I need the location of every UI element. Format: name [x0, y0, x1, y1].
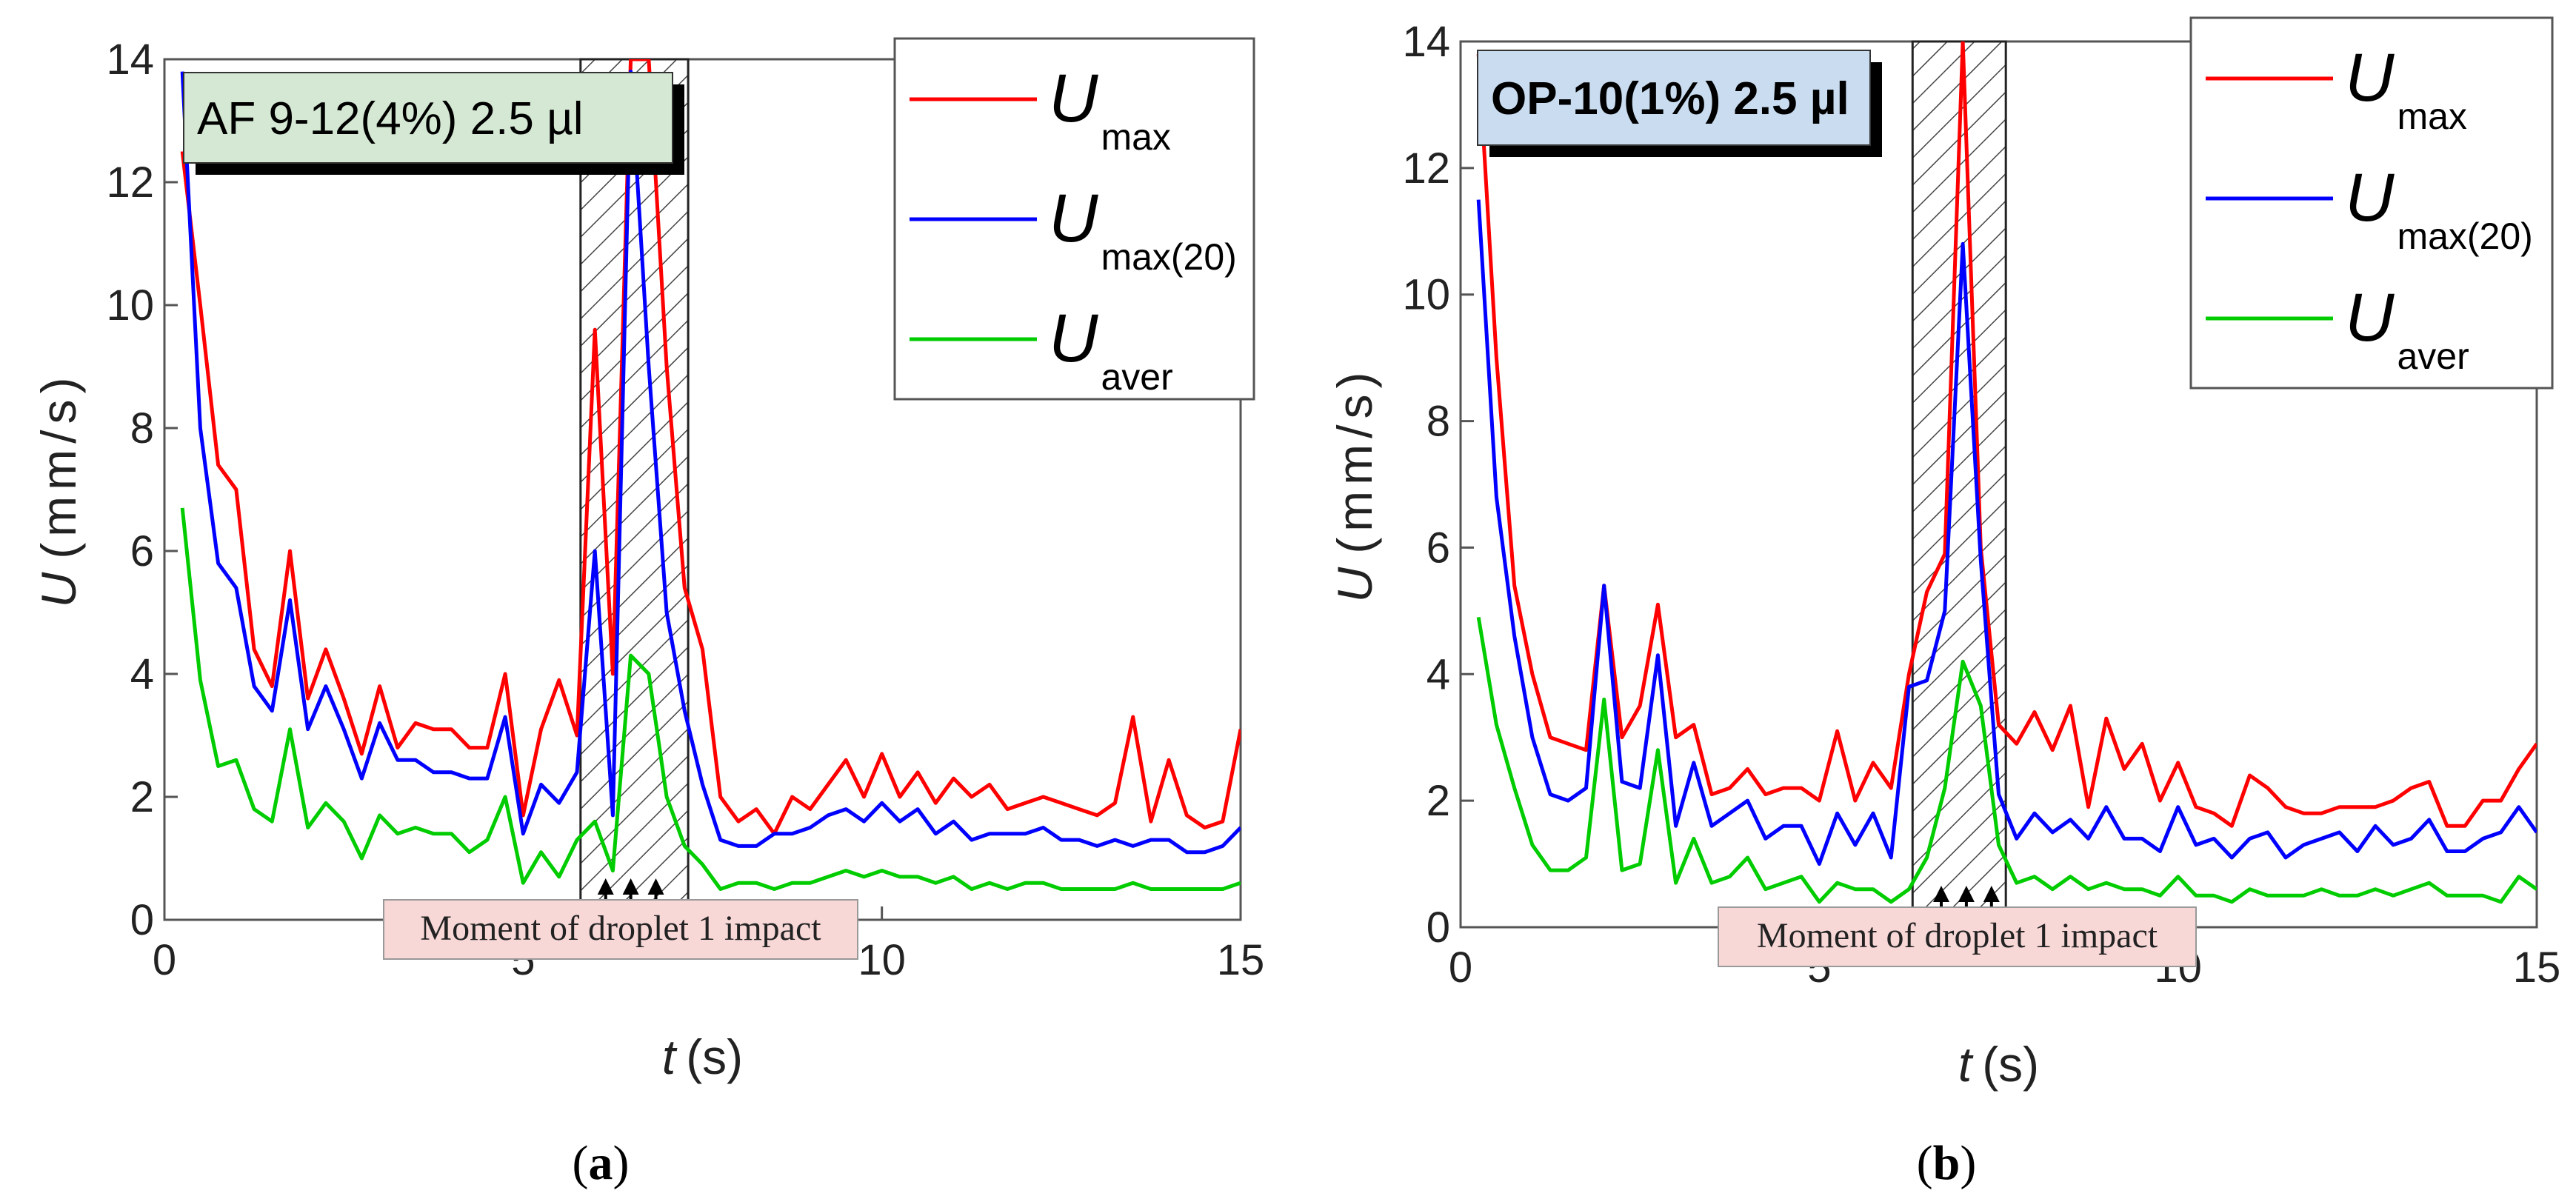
- x-axis-unit: (s): [1982, 1037, 2039, 1092]
- series-line-max: [1476, 41, 2537, 828]
- y-tick-label: 14: [1402, 18, 1450, 66]
- legend-symbol: U: [1049, 61, 1098, 136]
- series-line-aver: [180, 507, 1241, 891]
- y-tick-label: 12: [1402, 144, 1450, 193]
- caption-close-paren: ): [1960, 1136, 1976, 1190]
- legend-symbol: U: [1049, 181, 1098, 256]
- legend-entry: Uaver: [1049, 301, 1173, 398]
- chart-title: AF 9-12(4%) 2.5 µl: [197, 93, 584, 144]
- chart-title: OP-10(1%) 2.5 µl: [1491, 73, 1849, 124]
- legend-subscript: aver: [1101, 356, 1172, 398]
- panel-caption: (b): [1917, 1136, 1977, 1190]
- legend-entry: Umax(20): [2345, 160, 2533, 257]
- y-tick-label: 8: [1427, 398, 1450, 446]
- y-tick-label: 0: [130, 896, 154, 944]
- caption-open-paren: (: [573, 1136, 589, 1190]
- caption-letter: a: [589, 1136, 613, 1190]
- y-tick-label: 0: [1427, 904, 1450, 952]
- caption-open-paren: (: [1917, 1136, 1933, 1190]
- y-tick-label: 12: [106, 158, 154, 207]
- legend-entry: Umax: [2345, 40, 2467, 137]
- series-line-max20: [180, 70, 1241, 855]
- y-axis-variable: U: [31, 572, 86, 607]
- legend-symbol: U: [1049, 301, 1098, 376]
- series-line-max20: [1476, 199, 2537, 866]
- y-tick-label: 10: [106, 281, 154, 330]
- legend-symbol: U: [2345, 160, 2395, 236]
- y-tick-label: 4: [1427, 650, 1450, 698]
- annotation-text: Moment of droplet 1 impact: [420, 909, 821, 948]
- y-tick-label: 14: [106, 36, 154, 84]
- legend-subscript: max(20): [2397, 216, 2532, 257]
- impact-hatched-region: [579, 58, 690, 921]
- title-box: [1477, 50, 1871, 146]
- annotation-box: [1718, 906, 2197, 967]
- y-axis-label: U (mm/s): [1327, 367, 1382, 603]
- x-axis-variable: t: [662, 1029, 678, 1084]
- y-axis-unit: (mm/s): [31, 372, 86, 559]
- title-box: [183, 72, 673, 164]
- x-axis-unit: (s): [686, 1029, 743, 1084]
- legend-symbol: U: [2345, 280, 2395, 355]
- legend-subscript: max: [1101, 116, 1170, 158]
- x-tick-label: 0: [153, 936, 176, 984]
- x-axis-variable: t: [1958, 1037, 1974, 1092]
- legend-entry: Umax(20): [1049, 181, 1237, 278]
- x-tick-label: 15: [1217, 936, 1265, 984]
- y-tick-label: 2: [130, 773, 154, 821]
- series-line-aver: [1476, 616, 2537, 904]
- y-axis-unit: (mm/s): [1327, 367, 1382, 554]
- legend-symbol: U: [2345, 40, 2395, 116]
- caption-letter: b: [1933, 1136, 1961, 1190]
- caption-close-paren: ): [613, 1136, 630, 1190]
- annotation-text: Moment of droplet 1 impact: [1757, 916, 2158, 955]
- y-tick-label: 4: [130, 650, 154, 698]
- y-tick-label: 10: [1402, 271, 1450, 319]
- y-tick-label: 6: [1427, 524, 1450, 572]
- legend-subscript: aver: [2397, 335, 2469, 377]
- legend-entry: Umax: [1049, 61, 1171, 158]
- y-axis-label: U (mm/s): [31, 372, 86, 608]
- x-axis-label: t (s): [1958, 1037, 2039, 1092]
- y-tick-label: 8: [130, 404, 154, 452]
- y-tick-label: 2: [1427, 777, 1450, 825]
- legend-subscript: max(20): [1101, 236, 1236, 278]
- annotation-box: [383, 899, 858, 960]
- y-axis-variable: U: [1327, 567, 1382, 602]
- x-tick-label: 15: [2513, 943, 2561, 992]
- series-line-max: [180, 59, 1241, 836]
- x-tick-label: 0: [1449, 943, 1472, 992]
- panel-caption: (a): [573, 1136, 630, 1190]
- y-tick-label: 6: [130, 527, 154, 575]
- legend-entry: Uaver: [2345, 280, 2469, 377]
- x-axis-label: t (s): [662, 1029, 743, 1084]
- x-tick-label: 10: [858, 936, 906, 984]
- legend-subscript: max: [2397, 96, 2466, 137]
